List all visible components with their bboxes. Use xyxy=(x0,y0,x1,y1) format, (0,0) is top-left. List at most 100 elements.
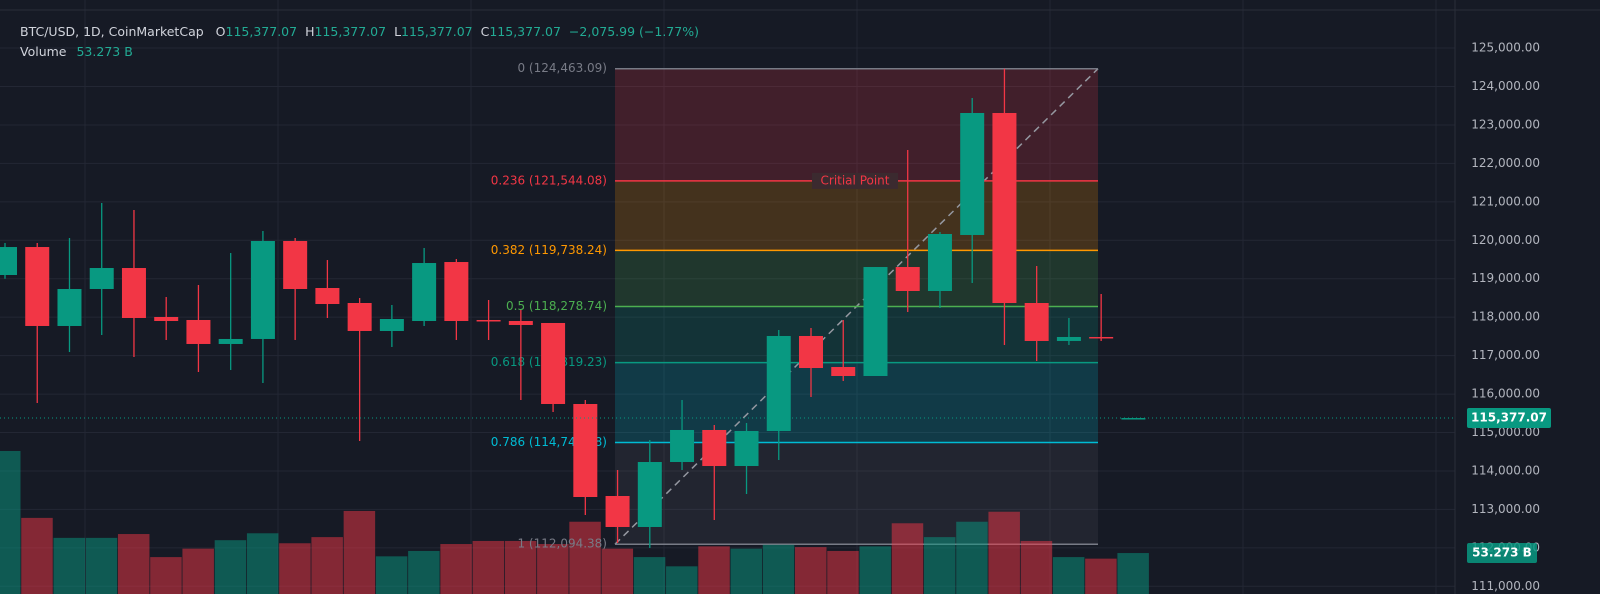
volume-bar xyxy=(1052,557,1085,594)
candle-body xyxy=(863,267,888,377)
last-price-label: 115,377.07 xyxy=(1471,411,1547,425)
volume-bar xyxy=(666,566,698,594)
symbol-title[interactable]: BTC/USD, 1D, CoinMarketCap xyxy=(20,24,204,39)
candle-body xyxy=(637,462,662,527)
candle-body xyxy=(927,233,952,292)
candle-body xyxy=(831,367,856,377)
candle xyxy=(927,231,952,308)
volume-name: Volume xyxy=(20,44,67,59)
candle xyxy=(89,202,114,335)
candle xyxy=(0,242,17,279)
candle xyxy=(444,259,469,340)
candle-body xyxy=(379,318,404,331)
candle xyxy=(218,253,243,371)
volume-axis-label: 53.273 B xyxy=(1472,546,1532,560)
candles xyxy=(0,68,1146,548)
candle-body xyxy=(1056,336,1081,341)
volume-value: 53.273 B xyxy=(76,44,133,59)
volume-bar xyxy=(956,521,988,594)
candle-body xyxy=(508,320,533,325)
candle xyxy=(573,399,598,515)
y-tick-label: 116,000.00 xyxy=(1471,387,1540,401)
fib-zone xyxy=(615,68,1098,181)
fib-label: 0.5 (118,278.74) xyxy=(506,299,607,313)
candle-body xyxy=(605,495,630,527)
volume-bar xyxy=(827,550,859,594)
y-tick-label: 121,000.00 xyxy=(1471,194,1540,208)
fib-label: 0 (124,463.09) xyxy=(517,61,607,75)
volume-bar xyxy=(762,544,795,594)
candle-body xyxy=(1024,302,1049,341)
candle-body xyxy=(121,268,146,318)
candle xyxy=(508,309,533,400)
volume-bar xyxy=(0,451,21,594)
volume-bar xyxy=(440,544,472,594)
volume-bar xyxy=(246,533,279,594)
volume-bar xyxy=(279,543,311,594)
candle-body xyxy=(960,112,985,235)
candle xyxy=(541,322,566,412)
volume-bar xyxy=(633,557,666,594)
volume-bar xyxy=(923,537,956,594)
candle xyxy=(1024,266,1049,362)
y-tick-label: 125,000.00 xyxy=(1471,41,1540,55)
legend: BTC/USD, 1D, CoinMarketCap O115,377.07 H1… xyxy=(20,22,699,62)
y-tick-label: 124,000.00 xyxy=(1471,79,1540,93)
ohlc-key: H xyxy=(305,24,315,39)
candle-body xyxy=(347,302,372,331)
annotation: Critial Point xyxy=(821,173,890,187)
candle-body xyxy=(1089,336,1114,339)
volume-bar xyxy=(150,557,182,594)
candle-body xyxy=(89,268,114,290)
y-tick-label: 117,000.00 xyxy=(1471,348,1540,362)
candle-body xyxy=(186,319,211,344)
candle-body xyxy=(283,240,308,290)
candle-body xyxy=(895,267,920,292)
ohlc-key: L xyxy=(394,24,402,39)
candle-body xyxy=(25,247,50,326)
candle xyxy=(25,242,50,403)
candle-body xyxy=(766,335,791,431)
candle xyxy=(895,150,920,312)
candle xyxy=(412,247,437,326)
candle-body xyxy=(444,262,469,321)
volume-bar xyxy=(408,550,440,594)
candle-body xyxy=(992,112,1017,303)
candle-body xyxy=(315,288,340,304)
volume-bar xyxy=(891,523,924,594)
volume-bar xyxy=(504,540,537,594)
fib-retracement xyxy=(614,67,1099,545)
ohlc-key: C xyxy=(480,24,490,39)
candle-body xyxy=(250,240,275,339)
candle xyxy=(1089,294,1114,341)
volume-bar xyxy=(375,556,408,594)
candle xyxy=(831,319,856,382)
candle-body xyxy=(734,430,759,467)
ohlc-value: 115,377.07 xyxy=(489,24,561,39)
candle xyxy=(766,329,791,461)
y-tick-label: 119,000.00 xyxy=(1471,271,1540,285)
candle xyxy=(1121,418,1146,420)
candle xyxy=(315,260,340,318)
candle xyxy=(702,424,727,520)
volume-bar xyxy=(343,510,376,594)
volume-bar xyxy=(182,548,214,594)
volume-bar xyxy=(601,548,634,594)
ohlc-value: 115,377.07 xyxy=(314,24,387,39)
volume-box xyxy=(1467,543,1537,563)
y-tick-label: 113,000.00 xyxy=(1471,502,1540,516)
candle xyxy=(186,285,211,373)
volume-row: Volume 53.273 B xyxy=(20,42,699,62)
fib-label: 0.382 (119,738.24) xyxy=(491,243,607,257)
volume-bars xyxy=(0,451,1149,594)
candle-body xyxy=(1121,418,1146,420)
y-tick-label: 114,000.00 xyxy=(1471,463,1540,477)
volume-bar xyxy=(859,546,891,594)
y-tick-label: 122,000.00 xyxy=(1471,156,1540,170)
candle-body xyxy=(412,263,437,321)
ohlc-value: 115,377.07 xyxy=(401,24,473,39)
candle xyxy=(476,299,501,340)
volume-bar xyxy=(21,517,53,594)
fib-zone xyxy=(615,362,1098,443)
